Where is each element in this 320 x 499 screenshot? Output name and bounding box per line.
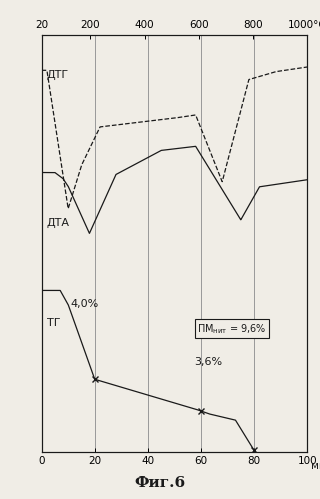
- Text: Фиг.6: Фиг.6: [134, 476, 186, 490]
- Text: мин: мин: [311, 461, 320, 471]
- Text: 4,0%: 4,0%: [71, 299, 99, 309]
- Text: ДТА: ДТА: [47, 218, 70, 229]
- Text: ПМ$_{\mathsf{нит}}$ = 9,6%: ПМ$_{\mathsf{нит}}$ = 9,6%: [197, 322, 267, 336]
- Text: ТГ: ТГ: [47, 318, 60, 328]
- Text: 3,6%: 3,6%: [194, 357, 222, 367]
- Text: ДТГ: ДТГ: [47, 70, 69, 80]
